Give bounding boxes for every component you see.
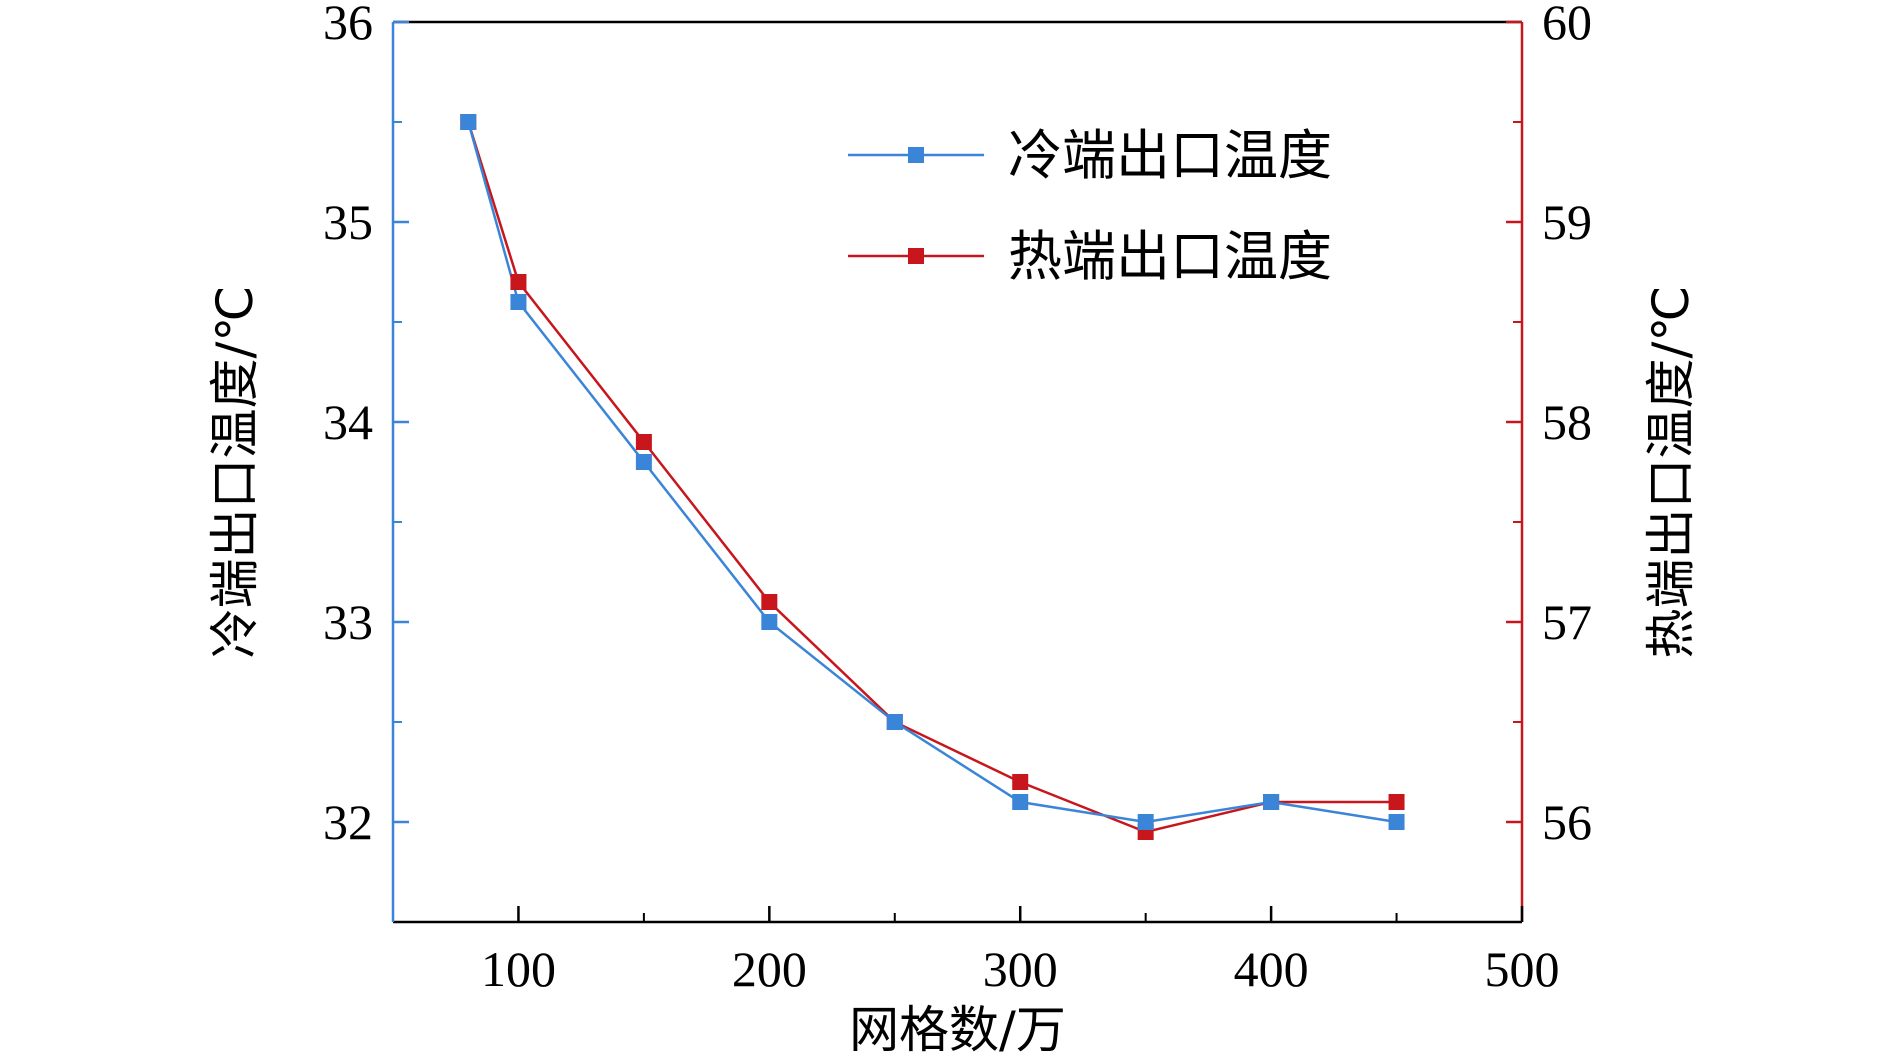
x-tick-label: 300 [983, 941, 1058, 997]
data-point-hot [635, 434, 652, 450]
y-right-tick-label: 58 [1542, 394, 1592, 450]
x-tick-label: 400 [1234, 941, 1309, 997]
x-tick-label: 100 [481, 941, 556, 997]
data-point-cold [761, 614, 778, 630]
x-axis-title: 网格数/万 [849, 1001, 1066, 1059]
y-right-tick-label: 57 [1542, 594, 1592, 650]
y-right-tick-label: 56 [1542, 794, 1592, 850]
legend-marker-hot [908, 248, 924, 264]
y-left-tick-label: 34 [323, 394, 373, 450]
axes: 100 200 300 400 500 32 33 34 35 36 56 57 58 59 60 网格数/万… [206, 0, 1700, 1059]
legend-label-cold: 冷端出口温度 [1008, 124, 1332, 187]
x-tick-label: 200 [732, 941, 807, 997]
x-tick-label: 500 [1485, 941, 1560, 997]
legend-marker-cold [908, 147, 924, 163]
data-point-cold [1137, 814, 1154, 830]
y-left-tick-label: 36 [323, 0, 373, 50]
y-right-tick-label: 60 [1542, 0, 1592, 50]
data-point-hot [1388, 794, 1405, 810]
y-right-axis-title: 热端出口温度/℃ [1642, 286, 1700, 659]
data-point-hot [510, 274, 527, 290]
y-left-tick-label: 32 [323, 794, 373, 850]
data-point-cold [460, 114, 477, 130]
data-point-hot [1012, 774, 1029, 790]
data-point-cold [1263, 794, 1280, 810]
legend-label-hot: 热端出口温度 [1008, 225, 1332, 288]
data-point-cold [1388, 814, 1405, 830]
y-left-tick-label: 35 [323, 194, 373, 250]
y-right-tick-label: 59 [1542, 194, 1592, 250]
data-point-cold [1012, 794, 1029, 810]
data-point-hot [761, 594, 778, 610]
data-point-cold [635, 454, 652, 470]
y-left-tick-label: 33 [323, 594, 373, 650]
data-point-cold [886, 714, 903, 730]
data-point-cold [510, 294, 527, 310]
series-layer [460, 114, 1405, 840]
y-left-axis-title: 冷端出口温度/℃ [206, 286, 264, 659]
